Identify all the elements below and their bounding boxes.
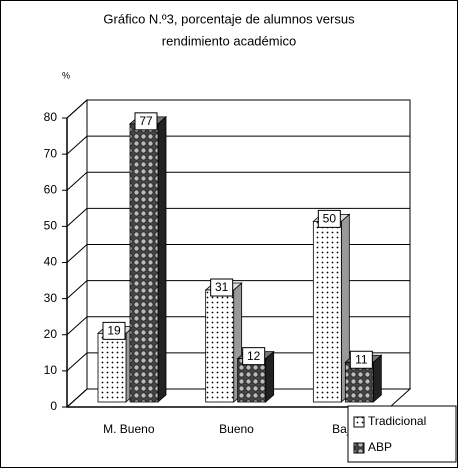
grid-line bbox=[66, 316, 410, 336]
y-tick-label: 20 bbox=[44, 327, 58, 341]
value-label-box bbox=[102, 321, 126, 340]
grid-line bbox=[66, 135, 410, 155]
y-tick-label: 70 bbox=[44, 146, 58, 160]
legend-swatch bbox=[353, 442, 365, 454]
bar-side bbox=[157, 115, 167, 403]
value-label: 77 bbox=[139, 114, 153, 128]
bar bbox=[97, 332, 127, 403]
value-label: 50 bbox=[323, 212, 337, 226]
legend-label: Tradicional bbox=[368, 414, 426, 428]
value-label: 19 bbox=[107, 324, 121, 338]
legend-swatch bbox=[353, 416, 365, 428]
grid-line bbox=[66, 244, 410, 263]
value-label: 31 bbox=[215, 280, 229, 294]
x-tick-label: M. Bueno bbox=[103, 422, 155, 436]
grid-line bbox=[66, 171, 410, 191]
grid-line bbox=[66, 280, 410, 299]
bar bbox=[205, 289, 235, 403]
value-label-box bbox=[317, 209, 341, 228]
bar bbox=[129, 123, 159, 403]
y-tick-label: 60 bbox=[44, 182, 58, 196]
bar-side bbox=[372, 354, 382, 403]
value-label-box bbox=[349, 350, 373, 369]
bar bbox=[237, 358, 267, 403]
value-label: 11 bbox=[355, 352, 368, 366]
y-axis-label: % bbox=[62, 70, 70, 80]
y-tick-label: 0 bbox=[50, 399, 57, 413]
x-tick-label: Bueno bbox=[219, 422, 254, 436]
chart-title: rendimiento académico bbox=[162, 33, 296, 48]
y-tick-label: 50 bbox=[44, 219, 58, 233]
bar bbox=[312, 220, 342, 403]
grid-line bbox=[66, 352, 410, 372]
value-label-box bbox=[242, 347, 266, 366]
y-tick-label: 80 bbox=[44, 110, 58, 124]
value-label: 12 bbox=[247, 349, 261, 363]
y-tick-label: 10 bbox=[44, 363, 58, 377]
bar-side bbox=[265, 350, 275, 403]
value-label-box bbox=[134, 112, 158, 131]
y-tick-label: 40 bbox=[44, 255, 58, 269]
chart-title: Gráfico N.º3, porcentaje de alumnos vers… bbox=[103, 11, 355, 26]
y-tick-label: 30 bbox=[44, 291, 58, 305]
grid-line bbox=[66, 99, 410, 119]
grid-line bbox=[66, 207, 410, 227]
legend-label: ABP bbox=[368, 440, 392, 454]
legend-box bbox=[347, 405, 457, 463]
grid-line bbox=[66, 388, 410, 408]
value-label-box bbox=[210, 278, 234, 297]
